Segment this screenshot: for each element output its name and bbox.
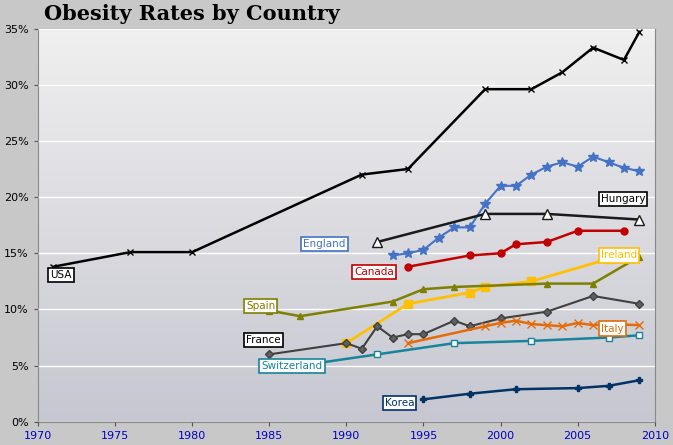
Text: Ireland: Ireland xyxy=(601,251,637,260)
Text: Obesity Rates by Country: Obesity Rates by Country xyxy=(44,4,340,24)
Text: Switzerland: Switzerland xyxy=(262,360,322,371)
Text: Hungary: Hungary xyxy=(601,194,645,204)
Text: England: England xyxy=(303,239,345,249)
Text: Italy: Italy xyxy=(601,324,623,334)
Text: USA: USA xyxy=(50,270,72,279)
Text: Korea: Korea xyxy=(385,398,415,408)
Text: France: France xyxy=(246,335,281,345)
Text: Canada: Canada xyxy=(354,267,394,277)
Text: Spain: Spain xyxy=(246,301,275,311)
